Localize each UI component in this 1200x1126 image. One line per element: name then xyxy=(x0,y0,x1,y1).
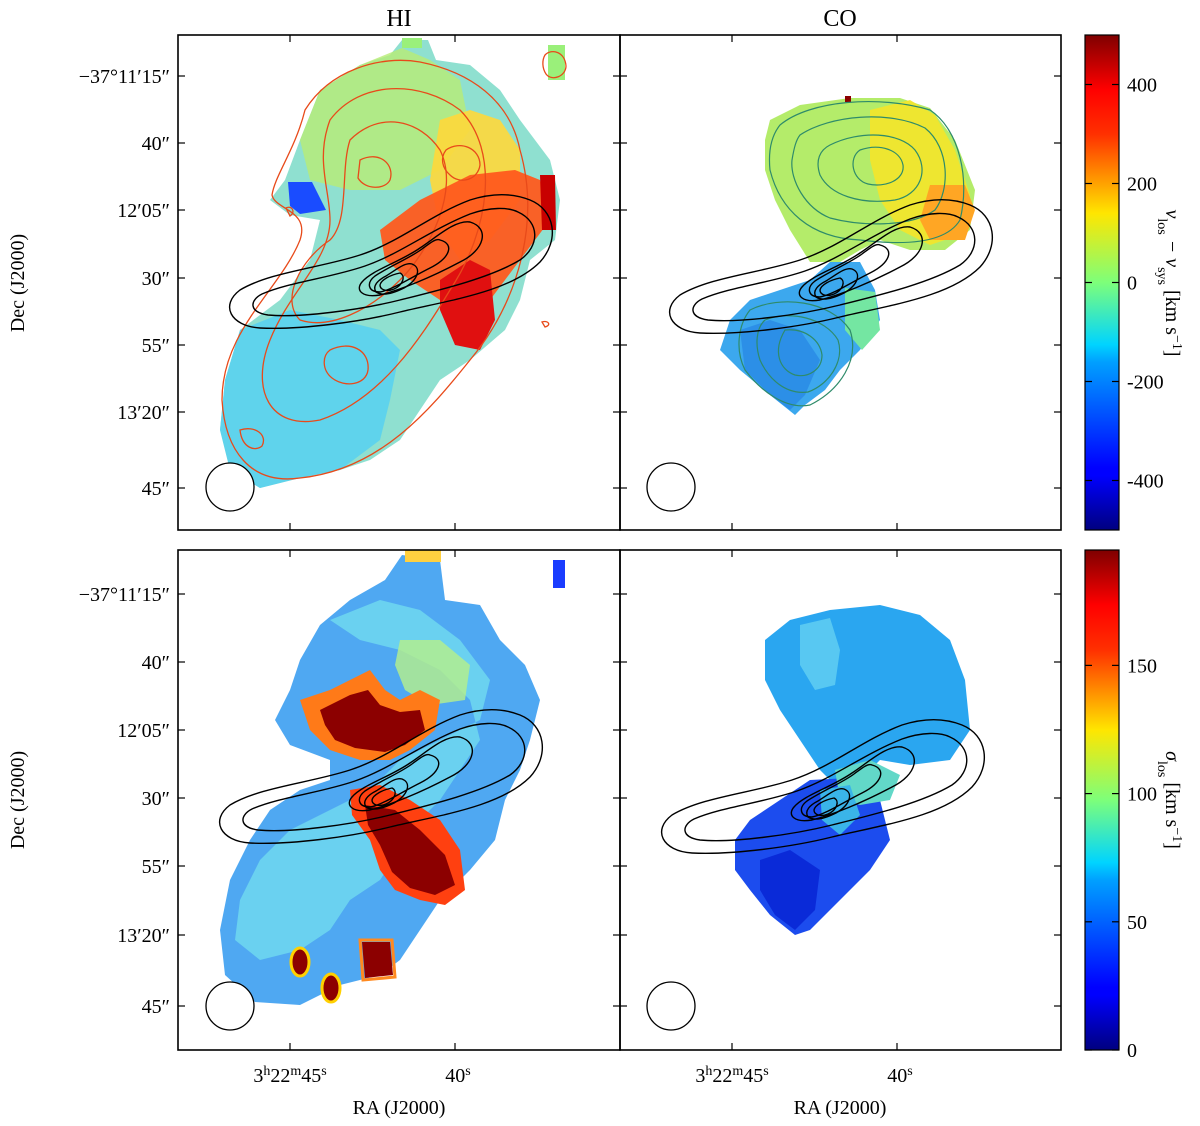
dec-tick-label: −37°11′15″ xyxy=(79,584,170,606)
colorbar-dispersion-label: σlos [km s−1] xyxy=(1155,751,1185,849)
ra-tick-label: 40s xyxy=(887,1064,912,1088)
colorbar-tick-label: 200 xyxy=(1127,174,1157,196)
beam-ellipse xyxy=(646,462,696,512)
dec-tick-label: 12′05″ xyxy=(117,200,170,222)
panel-co-dispersion-frame xyxy=(619,549,1062,1051)
colorbar-tick-label: 50 xyxy=(1127,912,1147,934)
dec-tick-label: 45″ xyxy=(142,478,170,500)
hi-dispersion-top-spot xyxy=(405,550,441,562)
dec-tick-label: 55″ xyxy=(142,856,170,878)
x-axis-label: RA (J2000) xyxy=(794,1097,887,1119)
co-velocity-north-orange xyxy=(920,185,975,240)
colorbar-velocity-label: vlos − vsys [km s−1] xyxy=(1155,209,1185,356)
panel-title-co: CO xyxy=(823,6,856,32)
dec-tick-labels-bottom: −37°11′15″ 40″ 12′05″ 30″ 55″ 13′20″ 45″ xyxy=(79,584,170,1018)
ra-tick-label: 3h22m45s xyxy=(695,1064,768,1088)
co-dispersion-north-light xyxy=(800,618,840,690)
colorbar-velocity: 400 200 0 -200 -400 vlos − vsys [km s−1] xyxy=(1084,34,1185,531)
dec-tick-label: 13′20″ xyxy=(117,925,170,947)
hi-velocity-red xyxy=(380,170,550,300)
colorbar-tick-label: 150 xyxy=(1127,655,1157,677)
hi-velocity-east-blue xyxy=(288,182,326,214)
co-dispersion-south-blue xyxy=(760,850,820,930)
x-axis-label: RA (J2000) xyxy=(353,1097,446,1119)
hi-velocity-top-spot xyxy=(402,38,422,48)
panel-title-hi: HI xyxy=(386,6,411,32)
panel-co-velocity-frame xyxy=(619,34,1062,531)
hi-dispersion-north-core xyxy=(320,690,425,752)
colorbar-tick-label: 0 xyxy=(1127,273,1137,295)
colorbar-dispersion-gradient xyxy=(1084,549,1120,1051)
co-velocity-south-green xyxy=(845,288,880,350)
hi-dispersion-blob-1-halo xyxy=(358,938,397,982)
ra-tick-label: 40s xyxy=(445,1064,470,1088)
dec-tick-label: −37°11′15″ xyxy=(79,66,170,88)
colorbar-velocity-ticks: 400 200 0 -200 -400 xyxy=(1085,75,1164,493)
colorbar-dispersion: 150 100 50 0 σlos [km s−1] xyxy=(1084,549,1185,1062)
co-velocity-top-pixel xyxy=(845,96,851,102)
dec-tick-label: 45″ xyxy=(142,996,170,1018)
co-intensity-contours xyxy=(738,100,965,407)
axis-tick-marks xyxy=(178,35,1061,1050)
hi-intensity-contours xyxy=(221,51,567,480)
continuum-contours-c xyxy=(218,709,544,844)
hi-dispersion-nw-spot xyxy=(553,560,565,588)
hi-dispersion-green xyxy=(395,640,470,705)
dec-tick-label: 40″ xyxy=(142,133,170,155)
continuum-contours-a xyxy=(228,194,554,329)
colorbar-tick-label: -200 xyxy=(1127,372,1164,394)
hi-dispersion-cyan xyxy=(235,600,490,960)
ra-tick-label: 3h22m45s xyxy=(253,1064,326,1088)
colorbar-dispersion-ticks: 150 100 50 0 xyxy=(1085,655,1157,1062)
beam-ellipse xyxy=(646,981,696,1031)
panel-co-velocity xyxy=(668,96,994,415)
continuum-contours-b xyxy=(668,199,994,334)
hi-dispersion-blob-1 xyxy=(362,942,393,978)
dec-tick-label: 40″ xyxy=(142,652,170,674)
dec-tick-labels-top: −37°11′15″ 40″ 12′05″ 30″ 55″ 13′20″ 45″ xyxy=(79,66,170,500)
hi-velocity-edge-red xyxy=(540,175,556,230)
y-axis-label: Dec (J2000) xyxy=(7,751,29,849)
dec-tick-label: 55″ xyxy=(142,335,170,357)
ra-tick-labels-left: 3h22m45s 40s xyxy=(253,1064,470,1088)
hi-velocity-deepred xyxy=(440,260,495,350)
dec-tick-label: 12′05″ xyxy=(117,720,170,742)
colorbar-tick-label: -400 xyxy=(1127,471,1164,493)
colorbar-tick-label: 0 xyxy=(1127,1040,1137,1062)
dec-tick-label: 30″ xyxy=(142,788,170,810)
panel-hi-velocity xyxy=(220,38,567,488)
hi-dispersion-blob-2 xyxy=(289,946,311,978)
hi-velocity-south-blue xyxy=(220,310,400,488)
beam-ellipse xyxy=(205,462,255,512)
co-velocity-south-blue xyxy=(740,320,820,410)
panel-hi-dispersion xyxy=(218,550,565,1005)
panel-co-dispersion xyxy=(660,605,986,935)
continuum-contours-d xyxy=(660,719,986,854)
hi-velocity-north-green xyxy=(300,48,470,190)
colorbar-tick-label: 100 xyxy=(1127,784,1157,806)
ra-tick-labels-right: 3h22m45s 40s xyxy=(695,1064,912,1088)
hi-dispersion-blob-3 xyxy=(320,972,342,1004)
y-axis-label: Dec (J2000) xyxy=(7,234,29,332)
colorbar-tick-label: 400 xyxy=(1127,75,1157,97)
dec-tick-label: 30″ xyxy=(142,268,170,290)
dec-tick-label: 13′20″ xyxy=(117,402,170,424)
beam-ellipse xyxy=(205,981,255,1031)
